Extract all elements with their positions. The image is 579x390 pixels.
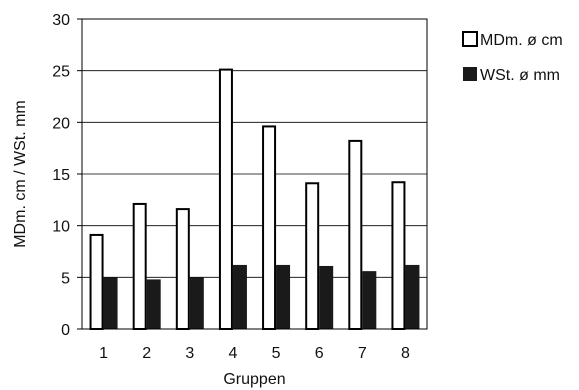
legend: MDm. ø cm WSt. ø mm (462, 31, 563, 84)
bar-wst (146, 279, 161, 329)
legend-label-wst: WSt. ø mm (480, 67, 560, 84)
x-tick-label: 7 (358, 345, 367, 362)
bar-mdm (305, 182, 320, 330)
y-tick-label: 10 (52, 219, 70, 236)
bar-wst (103, 277, 118, 329)
bar-mdm (348, 139, 363, 330)
x-tick-label: 8 (401, 345, 410, 362)
bar-mdm (89, 233, 104, 330)
bar-wst (319, 265, 334, 329)
x-tick-label: 5 (272, 345, 281, 362)
bar-wst (405, 264, 420, 329)
x-axis-ticks: 1 2 3 4 5 6 7 8 (99, 345, 410, 362)
bar-wst (362, 271, 377, 329)
bar-mdm (218, 68, 233, 330)
y-tick-label: 5 (61, 270, 70, 287)
legend-swatch-wst (463, 67, 477, 81)
y-tick-label: 15 (52, 167, 70, 184)
bar-mdm (391, 181, 406, 330)
x-tick-label: 1 (99, 345, 108, 362)
x-tick-label: 3 (185, 345, 194, 362)
x-tick-label: 2 (142, 345, 151, 362)
x-tick-label: 4 (228, 345, 237, 362)
legend-label-mdm: MDm. ø cm (480, 32, 563, 49)
legend-item-mdm: MDm. ø cm (462, 31, 563, 49)
x-tick-label: 6 (315, 345, 324, 362)
y-tick-label: 25 (52, 64, 70, 81)
legend-item-wst: WSt. ø mm (463, 67, 560, 84)
bar-mdm (132, 202, 147, 330)
legend-swatch-mdm (462, 31, 478, 47)
bar-wst (232, 264, 247, 329)
y-tick-label: 30 (52, 12, 70, 29)
bar-wst (276, 264, 291, 329)
bars (89, 68, 420, 331)
y-tick-label: 0 (61, 322, 70, 339)
y-axis-ticks: 0 5 10 15 20 25 30 (52, 12, 82, 339)
bar-wst (189, 277, 204, 329)
y-tick-label: 20 (52, 115, 70, 132)
x-axis-label: Gruppen (223, 371, 285, 388)
y-axis-label: MDm. cm / WSt. mm (12, 100, 29, 248)
bar-mdm (262, 125, 277, 330)
bar-mdm (175, 208, 190, 331)
